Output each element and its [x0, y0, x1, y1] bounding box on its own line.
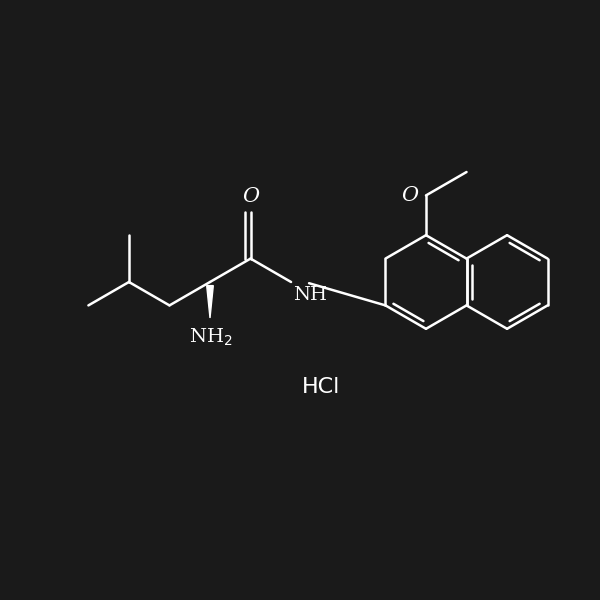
Polygon shape: [206, 286, 214, 318]
Text: O: O: [401, 186, 418, 205]
Text: HCl: HCl: [302, 377, 340, 397]
Text: O: O: [242, 187, 259, 206]
Text: NH$_2$: NH$_2$: [190, 326, 233, 347]
Text: NH: NH: [293, 286, 327, 304]
